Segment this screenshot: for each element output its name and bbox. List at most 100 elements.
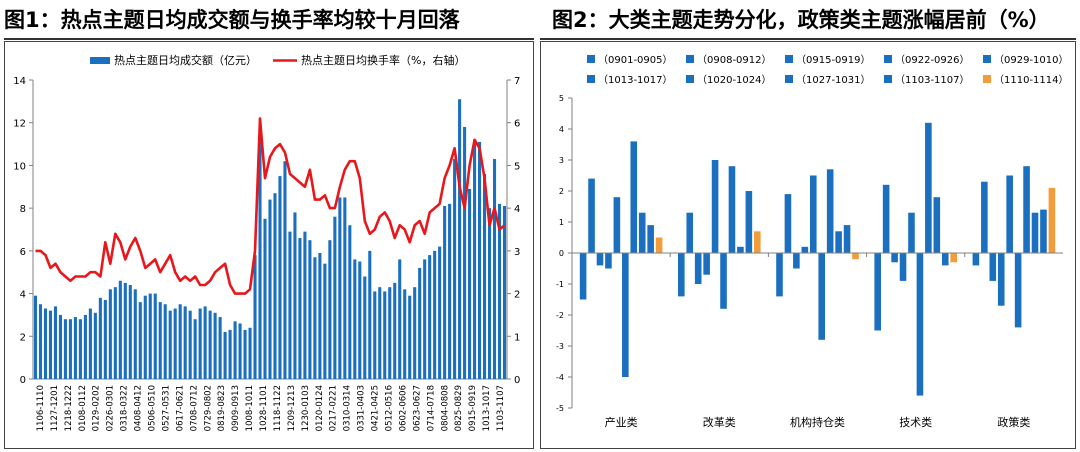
turnover-bar <box>418 267 422 379</box>
theme-bar <box>809 175 817 253</box>
theme-bar <box>972 253 980 266</box>
y-tick-label: -2 <box>556 311 564 320</box>
right-tick-label: 5 <box>514 161 520 172</box>
turnover-bar <box>108 289 112 379</box>
turnover-chart: 热点主题日均成交额（亿元） 热点主题日均换手率（%，右轴）024681012140… <box>13 53 520 431</box>
y-tick-label: -1 <box>556 280 564 289</box>
theme-bar <box>776 253 783 297</box>
turnover-bar <box>358 261 362 379</box>
legend-bar-swatch <box>90 57 110 64</box>
theme-bar <box>950 253 957 263</box>
legend-swatch <box>587 75 595 83</box>
turnover-rate-line <box>35 117 506 295</box>
turnover-bar <box>408 295 412 379</box>
turnover-bar <box>58 314 62 379</box>
y-tick-label: 1 <box>559 218 564 227</box>
turnover-bar <box>88 308 92 379</box>
right-tick-label: 4 <box>514 204 520 215</box>
turnover-bar <box>473 139 477 379</box>
x-tick-label: 0527-0531 <box>161 385 171 431</box>
theme-bar <box>1031 212 1039 253</box>
theme-bar <box>843 225 851 253</box>
turnover-bar <box>478 141 482 379</box>
x-tick-label: 1218-1222 <box>64 385 74 431</box>
turnover-bar <box>263 218 267 379</box>
turnover-bar <box>68 319 72 379</box>
x-tick-label: 1230-0103 <box>301 385 311 431</box>
theme-bar <box>916 253 924 396</box>
theme-bar <box>818 253 826 340</box>
category-label: 机构持仓类 <box>790 415 845 429</box>
theme-bar <box>655 237 663 253</box>
x-tick-label: 0331-0403 <box>357 385 367 431</box>
right-tick-label: 6 <box>514 119 520 130</box>
legend-line-label: 热点主题日均换手率（%，右轴） <box>301 53 465 67</box>
category-label: 政策类 <box>997 415 1030 429</box>
turnover-bar <box>288 231 292 379</box>
y-tick-label: 5 <box>559 94 564 103</box>
theme-bar <box>678 253 685 297</box>
turnover-bar <box>243 329 247 379</box>
left-title-rule <box>4 38 534 40</box>
x-tick-label: 1028-1101 <box>259 385 269 431</box>
theme-bar <box>925 122 932 253</box>
y-tick-label: -5 <box>556 404 564 413</box>
turnover-bar <box>208 310 212 379</box>
turnover-bar <box>78 319 82 379</box>
x-tick-label: 0617-0621 <box>175 385 185 431</box>
y-tick-label: 2 <box>559 187 564 196</box>
turnover-bar <box>458 99 462 379</box>
theme-bar <box>754 231 761 253</box>
left-tick-label: 12 <box>13 119 26 130</box>
turnover-bar <box>218 317 222 379</box>
turnover-bar <box>113 287 117 379</box>
legend-label: （1103-1107） <box>895 74 970 86</box>
theme-bar <box>835 231 842 253</box>
legend-label: （1013-1017） <box>598 74 673 86</box>
theme-bar <box>1048 187 1056 253</box>
theme-bar <box>686 212 694 253</box>
x-tick-label: 1008-1011 <box>245 385 255 431</box>
x-tick-label: 0108-0112 <box>78 385 88 431</box>
x-tick-label: 0623-0627 <box>412 385 422 431</box>
x-tick-label: 0915-0919 <box>468 385 478 431</box>
theme-bar <box>933 197 941 253</box>
left-tick-label: 4 <box>20 290 26 301</box>
turnover-bar <box>497 203 502 379</box>
turnover-bar <box>63 319 67 379</box>
legend-label: （0901-0905） <box>598 54 673 66</box>
theme-bar <box>1023 166 1030 253</box>
x-tick-label: 0120-0124 <box>315 385 325 431</box>
x-tick-label: 0708-0712 <box>189 385 199 431</box>
legend-label: （0908-0912） <box>697 54 772 66</box>
legend-swatch <box>983 75 991 83</box>
left-tick-label: 2 <box>20 332 26 343</box>
turnover-bar <box>188 310 192 379</box>
turnover-bar <box>228 329 232 379</box>
turnover-bar <box>363 276 367 379</box>
right-tick-label: 2 <box>514 290 520 301</box>
theme-bar <box>1014 253 1022 328</box>
right-tick-label: 1 <box>514 332 520 343</box>
legend-swatch <box>587 55 595 63</box>
x-tick-label: 0825-0829 <box>454 385 464 431</box>
turnover-bar <box>98 297 102 379</box>
turnover-bar <box>158 302 162 379</box>
turnover-bar <box>378 287 382 379</box>
category-label: 技术类 <box>899 415 932 429</box>
legend-bar-label: 热点主题日均成交额（亿元） <box>114 53 257 67</box>
legend-swatch <box>785 55 793 63</box>
turnover-bar <box>487 208 492 379</box>
left-tick-label: 14 <box>13 76 26 87</box>
turnover-bar <box>248 327 252 379</box>
turnover-bar <box>438 246 442 379</box>
x-tick-label: 1013-1017 <box>482 385 492 431</box>
x-tick-label: 0602-0606 <box>398 385 408 431</box>
turnover-bar <box>118 280 122 379</box>
theme-bar <box>613 197 621 253</box>
x-tick-label: 0506-0510 <box>148 385 158 431</box>
x-tick-label: 1106-1110 <box>36 385 46 431</box>
theme-bar <box>630 141 638 253</box>
theme-bar <box>622 253 629 377</box>
right-tick-label: 3 <box>514 247 520 258</box>
